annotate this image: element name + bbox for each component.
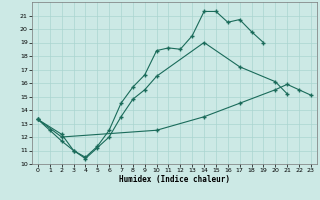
X-axis label: Humidex (Indice chaleur): Humidex (Indice chaleur) (119, 175, 230, 184)
